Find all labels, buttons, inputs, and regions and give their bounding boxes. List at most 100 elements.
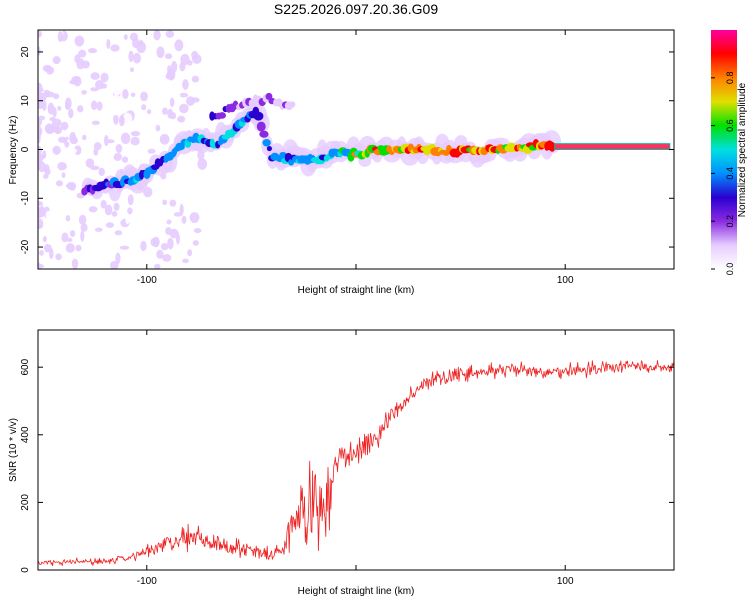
heatmap-noise-blob — [179, 92, 189, 98]
heatmap-noise-blob — [107, 139, 115, 144]
heatmap-noise-blob — [128, 223, 137, 228]
heatmap-noise-blob — [179, 203, 184, 215]
heatmap-noise-blob — [38, 232, 42, 238]
heatmap-noise-blob — [55, 180, 64, 187]
spectrogram-y-label: Frequency (Hz) — [8, 116, 19, 185]
heatmap-noise-blob — [61, 194, 68, 203]
snr-y-label: SNR (10 * v/v) — [8, 418, 19, 482]
heatmap-noise-blob — [143, 199, 149, 205]
snr-series-line — [38, 360, 674, 567]
heatmap-noise-blob — [104, 204, 113, 216]
heatmap-noise-blob — [147, 148, 156, 154]
heatmap-noise-blob — [68, 108, 74, 119]
heatmap-noise-blob — [130, 92, 136, 97]
heatmap-noise-blob — [197, 158, 208, 170]
heatmap-noise-blob — [186, 60, 193, 66]
heatmap-noise-blob — [38, 131, 41, 144]
heatmap-noise-blob — [58, 136, 67, 143]
heatmap-noise-blob — [52, 145, 61, 155]
heatmap-noise-blob — [38, 70, 48, 78]
heatmap-noise-blob — [174, 39, 184, 52]
heatmap-noise-blob — [100, 199, 107, 209]
heatmap-noise-blob — [53, 126, 62, 135]
heatmap-noise-blob — [55, 253, 62, 261]
heatmap-carrier-stripe — [554, 143, 671, 151]
spectrogram-blobs — [38, 30, 671, 269]
heatmap-noise-blob — [114, 230, 123, 236]
heatmap-noise-blob — [118, 115, 125, 127]
heatmap-noise-blob — [80, 223, 88, 232]
heatmap-noise-blob — [131, 76, 137, 86]
heatmap-noise-blob — [167, 108, 174, 119]
snr-panel: -100 100 0 200 400 600 Height of straight li… — [8, 329, 675, 597]
heatmap-noise-blob — [88, 48, 98, 54]
spectrogram-y-ticks: -20 -10 0 10 20 — [20, 46, 674, 254]
heatmap-noise-blob — [127, 194, 134, 206]
heatmap-noise-blob — [95, 80, 104, 90]
heatmap-noise-blob — [38, 108, 43, 114]
heatmap-noise-blob — [179, 61, 186, 72]
spectrogram-x-label: Height of straight line (km) — [298, 285, 415, 296]
heatmap-noise-blob — [189, 39, 195, 47]
heatmap-noise-blob — [40, 226, 48, 234]
heatmap-noise-blob — [38, 145, 42, 157]
heatmap-ridge-blob — [256, 121, 266, 132]
heatmap-noise-blob — [130, 67, 135, 73]
heatmap-noise-blob — [191, 50, 199, 60]
heatmap-noise-blob — [87, 211, 93, 216]
heatmap-noise-blob — [127, 207, 133, 215]
heatmap-noise-blob — [65, 183, 74, 189]
chart-title: S225.2026.097.20.36.G09 — [274, 1, 438, 17]
heatmap-noise-blob — [140, 91, 148, 102]
heatmap-noise-blob — [38, 30, 43, 38]
heatmap-noise-blob — [57, 162, 67, 171]
heatmap-noise-blob — [152, 236, 160, 248]
spectrogram-x-ticks: -100 100 — [137, 30, 574, 286]
heatmap-ridge-blob — [253, 111, 264, 121]
colorbar-tick-label: 0.4 — [725, 167, 735, 180]
heatmap-noise-blob — [181, 264, 188, 269]
heatmap-noise-blob — [49, 247, 54, 260]
heatmap-ridge-blob — [179, 144, 185, 150]
heatmap-noise-blob — [96, 101, 103, 111]
heatmap-noise-blob — [179, 103, 189, 114]
heatmap-noise-blob — [146, 109, 152, 115]
heatmap-noise-blob — [181, 215, 187, 224]
heatmap-noise-blob — [141, 104, 147, 111]
snr-y-ticks: 0 200 400 600 — [20, 358, 674, 573]
heatmap-noise-blob — [130, 99, 139, 108]
heatmap-noise-blob — [154, 263, 161, 269]
heatmap-noise-blob — [128, 50, 134, 63]
y-tick-label: 0 — [20, 567, 31, 573]
heatmap-noise-blob — [136, 41, 147, 53]
heatmap-noise-blob — [91, 120, 100, 125]
heatmap-noise-blob — [164, 53, 173, 60]
heatmap-noise-blob — [130, 136, 140, 146]
heatmap-noise-blob — [42, 173, 49, 179]
heatmap-noise-blob — [47, 137, 52, 148]
heatmap-noise-blob — [76, 58, 85, 70]
heatmap-noise-blob — [60, 121, 69, 131]
heatmap-noise-blob — [38, 115, 46, 121]
heatmap-noise-blob — [112, 83, 122, 96]
heatmap-noise-blob — [106, 38, 111, 49]
heatmap-noise-blob — [98, 167, 105, 177]
heatmap-noise-blob — [57, 105, 62, 111]
heatmap-noise-blob — [111, 110, 122, 116]
heatmap-noise-blob — [133, 144, 138, 156]
heatmap-noise-blob — [90, 100, 98, 111]
heatmap-noise-blob — [115, 252, 121, 265]
heatmap-noise-blob — [156, 46, 165, 59]
heatmap-noise-blob — [85, 158, 95, 168]
colorbar-tick-label: 0.8 — [725, 72, 735, 85]
heatmap-noise-blob — [129, 32, 138, 42]
heatmap-noise-blob — [65, 215, 71, 222]
heatmap-noise-blob — [149, 58, 159, 64]
y-tick-label: 0 — [20, 146, 31, 152]
colorbar: 0.0 0.2 0.4 0.6 0.8 Normalized spectral ampl… — [711, 30, 748, 275]
snr-x-label: Height of straight line (km) — [298, 586, 415, 597]
heatmap-noise-blob — [38, 264, 45, 269]
heatmap-noise-blob — [66, 237, 73, 243]
heatmap-noise-blob — [162, 199, 168, 206]
heatmap-noise-blob — [151, 69, 157, 76]
